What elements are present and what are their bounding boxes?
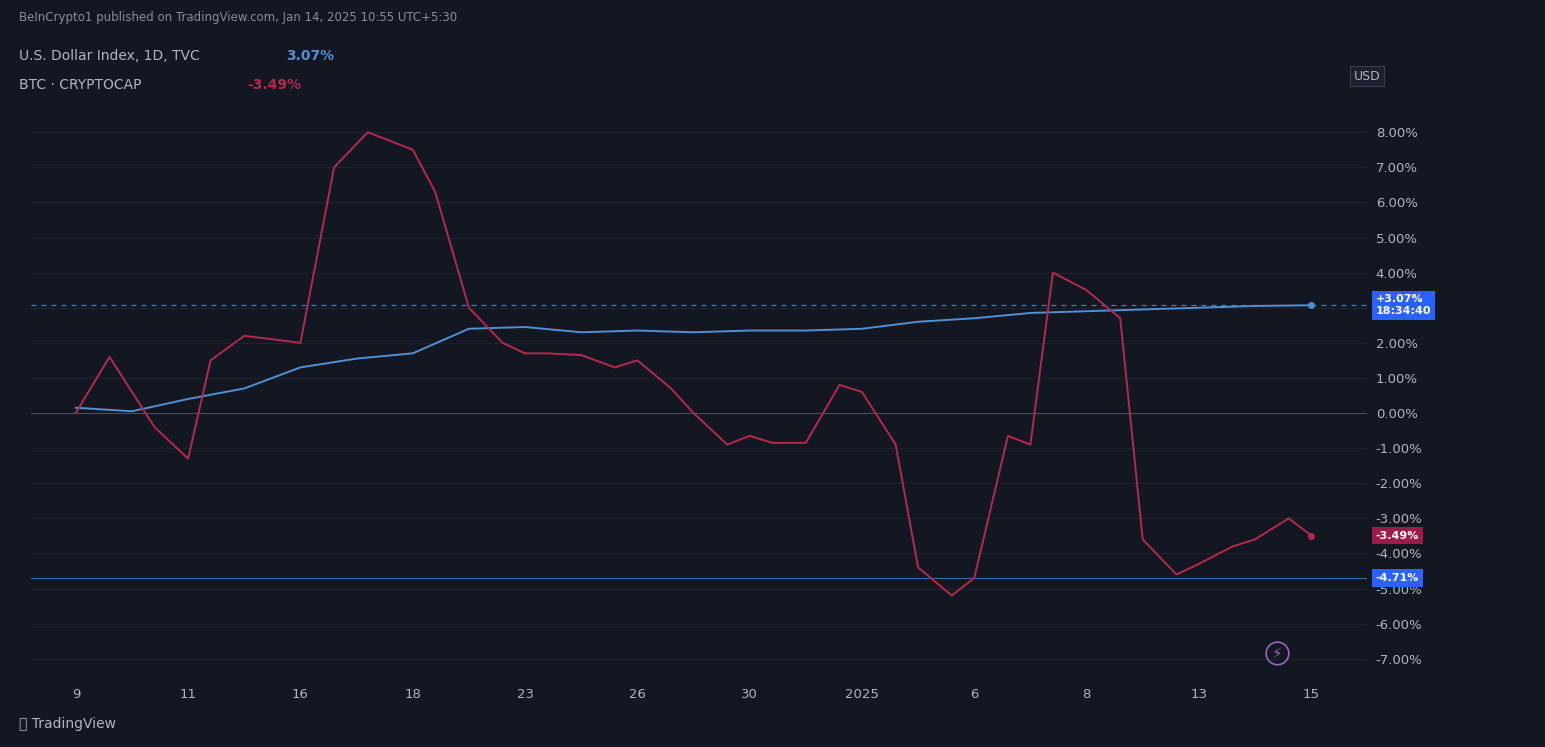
Text: -4.71%: -4.71% (1375, 574, 1418, 583)
Text: -3.49%: -3.49% (1375, 530, 1418, 541)
Text: 3.07%: 3.07% (286, 49, 334, 63)
Text: -3.49%: -3.49% (247, 78, 301, 93)
Text: BeInCrypto1 published on TradingView.com, Jan 14, 2025 10:55 UTC+5:30: BeInCrypto1 published on TradingView.com… (19, 11, 457, 24)
Text: BTC · CRYPTOCAP: BTC · CRYPTOCAP (19, 78, 150, 93)
Text: ⚡: ⚡ (1272, 646, 1282, 661)
Text: 🏛 TradingView: 🏛 TradingView (19, 716, 116, 731)
Text: U.S. Dollar Index, 1D, TVC: U.S. Dollar Index, 1D, TVC (19, 49, 209, 63)
Text: USD: USD (1353, 69, 1381, 83)
Text: +3.07%
18:34:40: +3.07% 18:34:40 (1375, 294, 1431, 316)
